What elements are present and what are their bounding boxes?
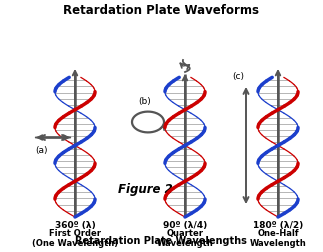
Text: 360º (λ): 360º (λ) — [55, 221, 95, 230]
Text: Quarter
Wavelength: Quarter Wavelength — [157, 229, 214, 248]
Text: 90º (λ/4): 90º (λ/4) — [163, 221, 207, 230]
Text: (c): (c) — [232, 72, 244, 80]
Text: Figure 2: Figure 2 — [118, 183, 172, 197]
Text: 180º (λ/2): 180º (λ/2) — [253, 221, 303, 230]
Text: Retardation Plate Wavelengths: Retardation Plate Wavelengths — [75, 236, 247, 246]
Text: Retardation Plate Waveforms: Retardation Plate Waveforms — [63, 4, 259, 17]
Text: (a): (a) — [35, 146, 47, 155]
Text: (b): (b) — [139, 97, 151, 106]
Text: One-Half
Wavelength: One-Half Wavelength — [250, 229, 307, 248]
Text: First Order
(One Wavelength): First Order (One Wavelength) — [32, 229, 118, 248]
